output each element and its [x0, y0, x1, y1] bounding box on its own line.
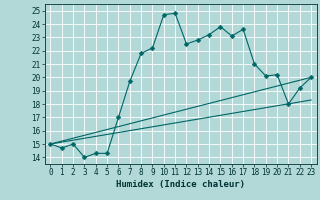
X-axis label: Humidex (Indice chaleur): Humidex (Indice chaleur) [116, 180, 245, 189]
